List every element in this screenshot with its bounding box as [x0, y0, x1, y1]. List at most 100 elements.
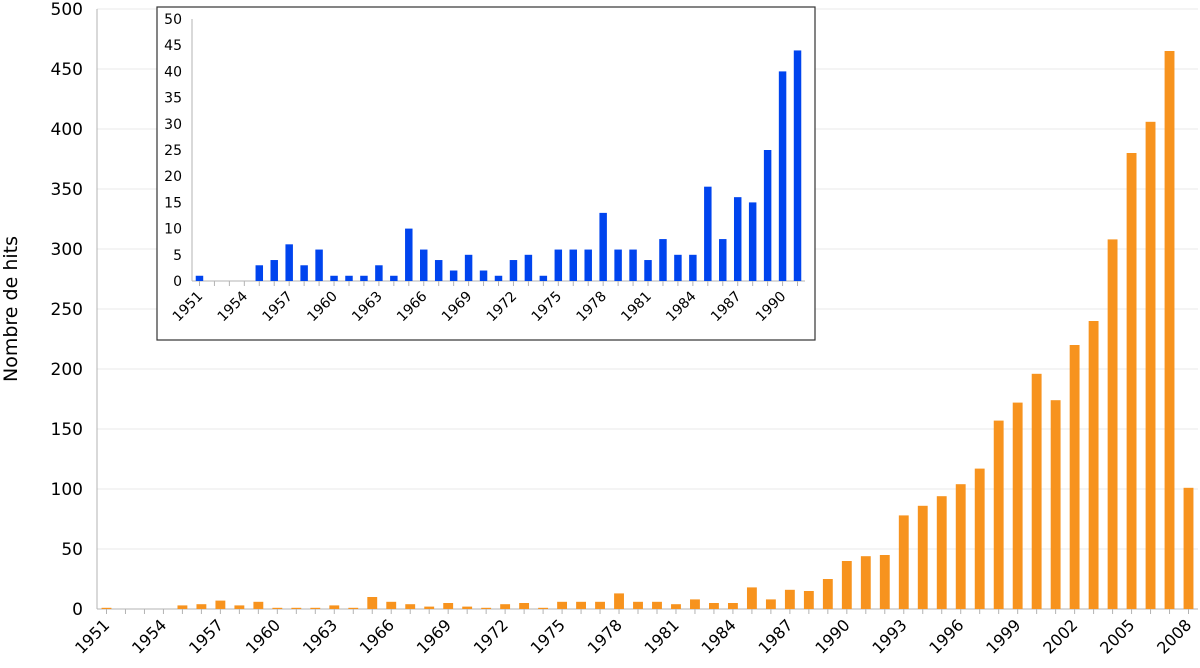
inset-bar-1970 [479, 270, 488, 281]
bar-2001 [1050, 400, 1061, 609]
bar-1986 [765, 599, 776, 609]
bar-2007 [1164, 51, 1175, 609]
inset-bar-1961 [345, 275, 353, 281]
inset-bar-1964 [390, 275, 398, 281]
bar-1985 [746, 587, 757, 609]
bar-2000 [1031, 373, 1042, 609]
inset-bar-1983 [674, 254, 682, 281]
bar-1978 [614, 593, 624, 609]
bar-1962 [310, 607, 321, 609]
inset-bar-1989 [763, 150, 772, 281]
inset-bar-1988 [748, 202, 757, 281]
inset-bar-1960 [330, 275, 338, 281]
bar-1972 [500, 604, 511, 609]
bar-2004 [1107, 239, 1118, 609]
inset-bar-1985 [704, 186, 712, 281]
bar-1971 [481, 607, 492, 609]
x-tick-label: 1978 [584, 615, 626, 657]
bar-1987 [784, 589, 795, 609]
inset-y-tick-label: 40 [164, 64, 182, 80]
inset-bar-1981 [644, 260, 652, 281]
x-tick-label: 1951 [71, 615, 113, 657]
inset-y-tick-label: 15 [164, 195, 182, 211]
bar-1955 [177, 605, 188, 609]
bar-2005 [1126, 153, 1137, 609]
bar-1998 [993, 420, 1004, 609]
bar-1989 [822, 579, 833, 609]
bar-1995 [936, 496, 947, 609]
bar-1965 [367, 597, 378, 609]
y-tick-label: 100 [51, 480, 83, 500]
bar-1988 [803, 591, 814, 609]
bar-1997 [974, 468, 985, 609]
y-tick-label: 250 [51, 300, 83, 320]
inset-bar-1971 [494, 275, 503, 281]
x-tick-label: 1993 [868, 615, 910, 657]
y-tick-label: 400 [51, 120, 83, 140]
inset-bar-1982 [659, 239, 667, 281]
inset-bar-1979 [614, 249, 622, 281]
x-tick-label: 1984 [698, 615, 740, 657]
x-tick-label: 2002 [1039, 615, 1081, 657]
y-tick-label: 300 [51, 240, 83, 260]
inset-bar-1986 [719, 239, 727, 281]
bar-1991 [860, 556, 871, 609]
bar-1994 [917, 505, 928, 609]
inset-bar-1965 [405, 228, 413, 281]
bar-1976 [576, 601, 586, 609]
inset-bar-1958 [300, 265, 308, 281]
bar-1983 [709, 603, 719, 609]
inset-bar-1962 [360, 275, 368, 281]
bar-1969 [443, 603, 454, 609]
x-tick-label: 1975 [527, 615, 569, 657]
inset-bar-1966 [420, 249, 428, 281]
inset-bar-1990 [778, 71, 787, 282]
bar-2008 [1183, 487, 1194, 609]
inset-bar-1984 [689, 254, 697, 281]
inset-bar-1974 [539, 275, 548, 281]
x-tick-label: 1966 [356, 615, 398, 657]
bar-1959 [253, 601, 264, 609]
bar-1964 [348, 607, 359, 609]
bar-1996 [955, 484, 966, 609]
bar-1992 [879, 555, 890, 609]
x-tick-label: 2008 [1153, 615, 1195, 657]
inset-y-tick-label: 25 [164, 143, 182, 159]
y-tick-label: 350 [51, 180, 83, 200]
inset-bar-1967 [434, 260, 443, 281]
bar-1958 [234, 605, 245, 609]
bar-1975 [557, 601, 568, 609]
x-tick-label: 1969 [413, 615, 455, 657]
bar-1979 [633, 601, 643, 609]
bar-1967 [405, 604, 416, 609]
bar-2003 [1088, 321, 1099, 609]
bar-2002 [1069, 345, 1080, 609]
bar-1974 [538, 607, 549, 609]
inset-frame [156, 6, 816, 341]
inset-bar-1976 [569, 249, 577, 281]
bar-1977 [595, 601, 605, 609]
inset-y-tick-label: 50 [164, 12, 182, 28]
y-tick-label: 0 [72, 600, 83, 620]
bar-2006 [1145, 121, 1156, 610]
bar-1951 [101, 607, 112, 609]
bar-1970 [462, 606, 473, 609]
inset-bar-1968 [449, 270, 458, 281]
bar-1961 [291, 607, 302, 609]
bar-1973 [519, 603, 530, 609]
y-tick-label: 200 [51, 360, 83, 380]
inset-y-tick-label: 30 [164, 117, 182, 133]
inset-bar-1963 [375, 265, 383, 281]
inset-bar-1973 [524, 254, 533, 281]
inset-y-tick-label: 20 [164, 169, 182, 185]
inset-bar-1957 [285, 244, 293, 281]
inset-bar-1975 [554, 249, 563, 281]
bar-1963 [329, 605, 340, 609]
inset-bar-1977 [584, 249, 592, 281]
inset-bar-1959 [315, 249, 323, 281]
inset-y-tick-label: 5 [173, 248, 182, 264]
x-tick-label: 1960 [242, 615, 284, 657]
bar-1957 [215, 600, 226, 609]
inset-bar-1955 [255, 265, 264, 281]
